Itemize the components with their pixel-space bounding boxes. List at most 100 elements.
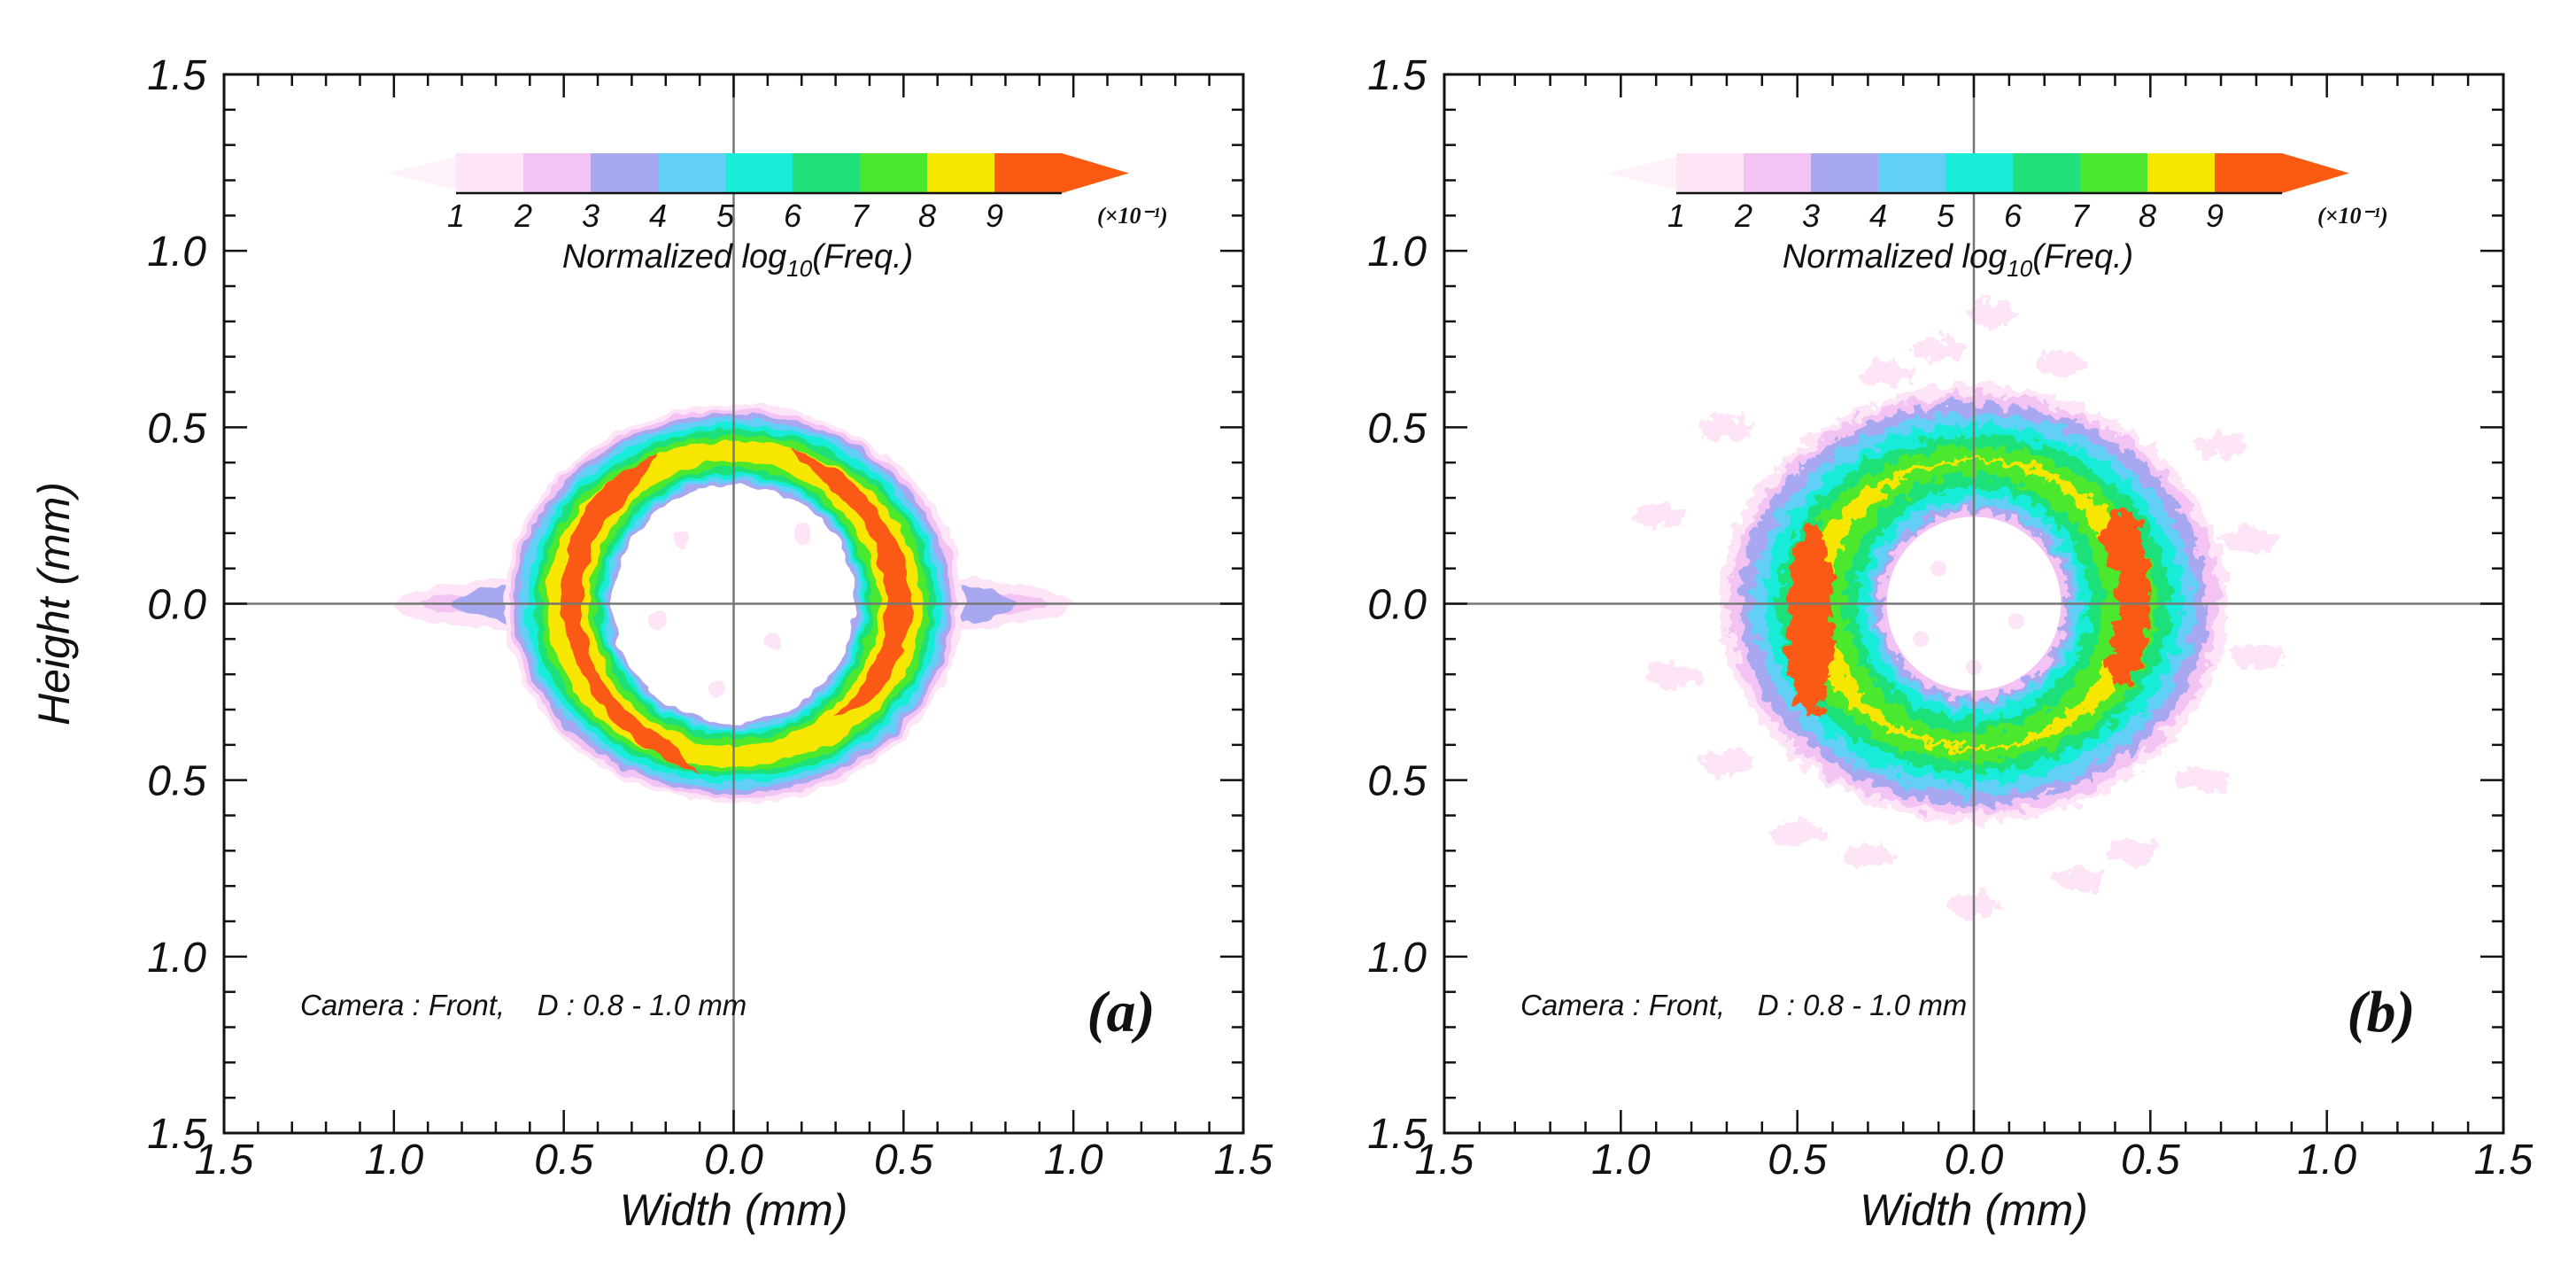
- colorbar-swatch: [1811, 153, 1879, 193]
- peak-crescent-right: [788, 447, 911, 718]
- y-tick-label: 0.5: [1367, 405, 1427, 452]
- x-axis-title-b: Width (mm): [1860, 1185, 2088, 1235]
- peak-lobe-left: [1786, 525, 1837, 717]
- y-tick-labels-a: 1.5 1.0 0.5 0.0 0.5 1.0 1.5: [147, 52, 206, 1158]
- colorbar-swatch: [2215, 153, 2283, 193]
- colorbar-title: Normalized log10(Freq.): [562, 238, 913, 282]
- colorbar-swatch: [523, 153, 592, 193]
- x-tick-label: 1.0: [1044, 1137, 1103, 1184]
- x-tick-label: 1.5: [1415, 1137, 1474, 1184]
- hole-speck: [673, 531, 692, 549]
- colorbar-swatch: [2147, 153, 2216, 193]
- speckle: [2177, 767, 2231, 793]
- colorbar-swatch: [1946, 153, 2014, 193]
- colorbar-tick-label: 3: [1802, 198, 1820, 234]
- panel-a: 1.5 1.0 0.5 0.0 0.5 1.0 1.5 1.5 1.0 0.5 0.0 0.5 1.0…: [29, 52, 1273, 1235]
- colorbar-tick-label: 9: [986, 198, 1003, 234]
- y-tick-label: 0.5: [1367, 758, 1427, 805]
- colorbar-swatch: [860, 153, 928, 193]
- y-tick-label: 0.5: [147, 405, 206, 452]
- y-tick-label: 1.0: [1367, 935, 1427, 982]
- colorbar-arrow: [2282, 153, 2349, 193]
- colorbar-swatch: [2080, 153, 2148, 193]
- colorbar-swatch: [994, 153, 1063, 193]
- speckle: [2106, 838, 2160, 864]
- colorbar-tick-label: 7: [851, 198, 870, 234]
- colorbar-swatch: [927, 153, 995, 193]
- colorbar-swatch: [591, 153, 659, 193]
- colorbar-multiplier: (×10⁻¹): [1097, 203, 1168, 229]
- x-tick-label: 0.0: [1945, 1137, 2004, 1184]
- colorbar-a: 1 2 3 4 5 6 7 8 9 (×10⁻¹) Normalized log10(Freq.): [387, 153, 1168, 282]
- colorbar-tick-label: 8: [918, 198, 936, 234]
- x-tick-label: 1.5: [195, 1137, 254, 1184]
- heatmap-b: [1629, 301, 2283, 917]
- ticks-a: [222, 73, 1245, 1135]
- colorbar-title: Normalized log10(Freq.): [1783, 238, 2133, 282]
- y-tick-label: 0.0: [1367, 582, 1427, 629]
- ticks-b: [1443, 73, 2505, 1135]
- x-tick-labels-a: 1.5 1.0 0.5 0.0 0.5 1.0 1.5: [195, 1137, 1273, 1184]
- colorbar-swatch: [1878, 153, 1946, 193]
- peak-crescent-left: [561, 454, 701, 776]
- speckle: [1859, 361, 1913, 387]
- colorbar-tick-label: 7: [2071, 198, 2091, 234]
- colorbar-tick-label: 8: [2139, 198, 2156, 234]
- x-tick-label: 0.5: [1768, 1137, 1827, 1184]
- x-tick-label: 0.5: [2121, 1137, 2180, 1184]
- hole-speck: [2007, 613, 2024, 630]
- crosshair-a: [224, 74, 1243, 1133]
- speckle: [2053, 866, 2107, 892]
- y-tick-labels-b: 1.5 1.0 0.5 0.0 0.5 1.0 1.5: [1367, 52, 1427, 1158]
- hole-speck: [793, 524, 811, 542]
- hole-speck: [765, 630, 784, 648]
- colorbar-tick-label: 5: [1937, 198, 1955, 234]
- colorbar-tick-label: 4: [1869, 198, 1887, 234]
- x-tick-labels-b: 1.5 1.0 0.5 0.0 0.5 1.0 1.5: [1415, 1137, 2533, 1184]
- y-axis-title-a: Height (mm): [29, 482, 79, 726]
- colorbar-tail: [387, 157, 456, 190]
- speckle: [1964, 301, 2018, 327]
- speckle: [1647, 662, 1701, 687]
- colorbar-tick-label: 4: [649, 198, 667, 234]
- y-tick-label: 1.0: [1367, 229, 1427, 276]
- colorbar-b: 1 2 3 4 5 6 7 8 9 (×10⁻¹) Normalized log10(Freq.): [1607, 153, 2388, 282]
- colorbar-swatch: [725, 153, 793, 193]
- speckle: [2222, 527, 2276, 553]
- colorbar-tick-label: 2: [1734, 198, 1752, 234]
- hole-speck: [650, 612, 669, 631]
- speckle: [2194, 432, 2248, 458]
- colorbar-tick-label: 3: [582, 198, 600, 234]
- hole-speck: [1913, 631, 1930, 648]
- panel-b: 1.5 1.0 0.5 0.0 0.5 1.0 1.5 1.5 1.0 0.5 0.0 0.5 1.0…: [1367, 52, 2533, 1235]
- x-tick-label: 1.5: [2474, 1137, 2533, 1184]
- panel-label-a: (a): [1087, 980, 1156, 1044]
- colorbar-swatch: [2013, 153, 2081, 193]
- colorbar-arrow: [1062, 153, 1129, 193]
- colorbar-tick-label: 1: [1667, 198, 1685, 234]
- speckle: [1699, 415, 1753, 440]
- speckle: [1629, 502, 1683, 528]
- speckle: [2229, 644, 2283, 670]
- panel-label-b: (b): [2348, 980, 2416, 1044]
- x-tick-label: 1.0: [1591, 1137, 1651, 1184]
- x-axis-title-a: Width (mm): [620, 1185, 848, 1235]
- colorbar-swatch: [1676, 153, 1744, 193]
- hole-speck: [708, 683, 726, 702]
- x-tick-label: 0.5: [874, 1137, 933, 1184]
- y-tick-label: 0.0: [147, 582, 206, 629]
- colorbar-swatch: [793, 153, 861, 193]
- y-tick-label: 1.5: [1367, 52, 1427, 99]
- colorbar-swatch: [658, 153, 726, 193]
- speckle: [1912, 337, 1966, 362]
- hole-speck: [1930, 560, 1947, 577]
- colorbar-tick-label: 9: [2206, 198, 2224, 234]
- annotation-a: Camera : Front, D : 0.8 - 1.0 mm: [300, 989, 746, 1021]
- colorbar-swatch: [1744, 153, 1812, 193]
- speckle: [1770, 820, 1824, 846]
- annotation-b: Camera : Front, D : 0.8 - 1.0 mm: [1520, 989, 1967, 1021]
- x-tick-label: 1.0: [2297, 1137, 2356, 1184]
- speckle: [1841, 845, 1895, 871]
- y-tick-label: 1.5: [1367, 1111, 1427, 1158]
